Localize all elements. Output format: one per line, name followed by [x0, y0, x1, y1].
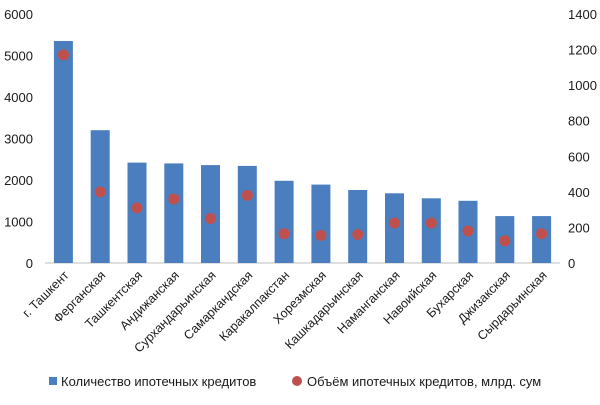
scatter-point — [205, 213, 216, 224]
scatter-point — [241, 189, 253, 201]
right-tick-label: 1200 — [568, 43, 597, 58]
scatter-point — [352, 229, 364, 240]
legend-point-label: Объём ипотечных кредитов, млрд. сум — [307, 374, 541, 389]
right-tick-label: 1400 — [568, 7, 597, 22]
bar — [348, 190, 368, 263]
left-tick-label: 3000 — [4, 132, 33, 147]
bar — [274, 180, 294, 263]
legend-point-swatch — [292, 376, 302, 386]
right-tick-label: 1000 — [568, 78, 597, 93]
scatter-point — [536, 228, 548, 240]
right-tick-label: 600 — [568, 149, 590, 164]
scatter-point — [168, 193, 180, 205]
legend-bar-swatch — [49, 377, 57, 385]
scatter-point — [278, 228, 290, 240]
right-tick-label: 0 — [568, 256, 575, 271]
scatter-point — [425, 217, 437, 229]
scatter-point — [462, 225, 474, 237]
left-tick-label: 4000 — [4, 90, 33, 105]
bar — [164, 163, 184, 263]
bar — [421, 198, 441, 263]
category-labels: г. ТашкентФерганскаяТашкентскаяАндижанск… — [20, 268, 550, 355]
left-tick-label: 5000 — [4, 49, 33, 64]
scatter-point — [499, 235, 511, 247]
left-tick-label: 0 — [26, 256, 33, 271]
bar — [53, 41, 73, 263]
category-label: Сырдарьинская — [475, 268, 550, 343]
scatter-point — [389, 217, 400, 229]
scatter-point — [315, 229, 327, 241]
left-tick-label: 6000 — [4, 7, 33, 22]
scatter-point — [131, 202, 143, 214]
left-axis-ticks: 0 1000 2000 3000 4000 5000 6000 — [4, 7, 33, 271]
legend: Количество ипотечных кредитов Объём ипот… — [49, 374, 541, 389]
points-group — [57, 49, 548, 247]
right-tick-label: 200 — [568, 220, 590, 235]
scatter-point — [94, 186, 106, 198]
right-tick-label: 400 — [568, 185, 590, 200]
left-tick-label: 1000 — [4, 215, 33, 230]
right-tick-label: 800 — [568, 114, 590, 129]
scatter-point — [57, 49, 69, 61]
left-tick-label: 2000 — [4, 173, 33, 188]
right-axis-ticks: 0 200 400 600 800 1000 1200 1400 — [568, 7, 597, 271]
legend-bar-label: Количество ипотечных кредитов — [61, 374, 256, 389]
bar — [532, 216, 552, 263]
bars-group — [53, 41, 552, 264]
bar — [237, 165, 257, 263]
bar — [311, 184, 331, 263]
